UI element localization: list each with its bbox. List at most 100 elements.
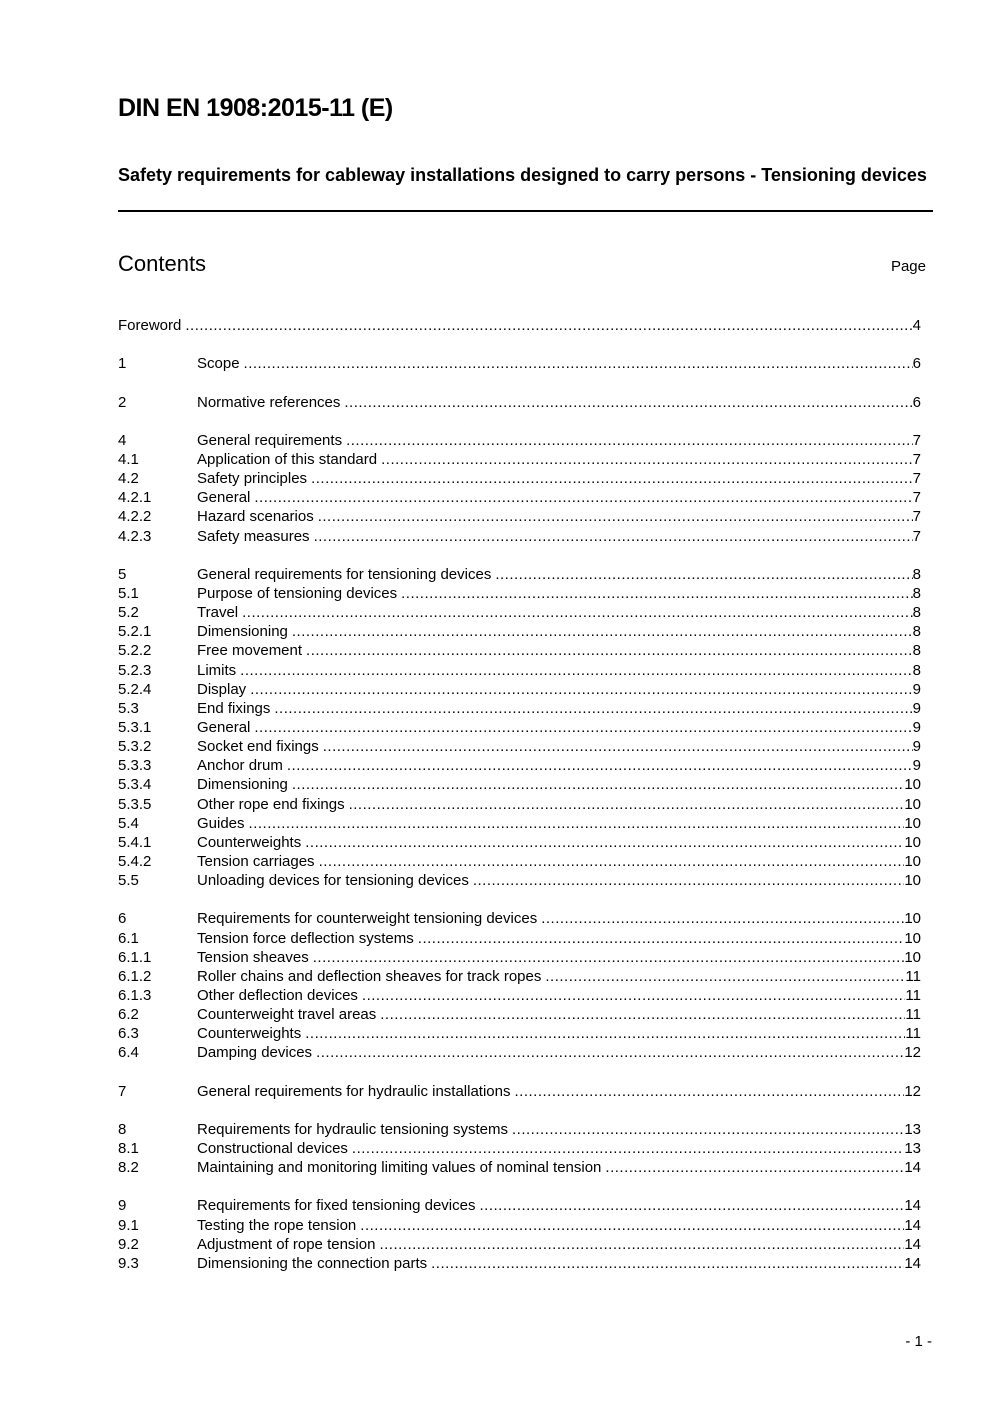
toc-entry[interactable]: 5.4.1 Counterweights 10	[118, 833, 921, 852]
toc-title[interactable]: Travel	[197, 604, 239, 622]
toc-title[interactable]: End fixings	[197, 699, 271, 717]
toc-entry[interactable]: 5.2.4 Display 9	[118, 680, 921, 699]
dot-leader	[242, 603, 913, 622]
toc-title[interactable]: Counterweights	[197, 833, 302, 851]
toc-title[interactable]: Application of this standard	[197, 450, 378, 468]
toc-title[interactable]: Tension force deflection systems	[197, 929, 414, 947]
toc-title[interactable]: Foreword	[118, 317, 182, 334]
toc-entry[interactable]: 6.1.3 Other deflection devices 11	[118, 986, 921, 1005]
toc-entry[interactable]: 5.3.5 Other rope end fixings 10	[118, 795, 921, 814]
toc-number: 5.3.2	[118, 738, 152, 756]
toc-title[interactable]: General requirements	[197, 431, 343, 449]
toc-entry[interactable]: 5.3 End fixings 9	[118, 699, 921, 718]
toc-page: 7	[912, 470, 921, 488]
toc-entry[interactable]: 5.4.2 Tension carriages 10	[118, 852, 921, 871]
toc-title[interactable]: Free movement	[197, 642, 303, 660]
toc-entry[interactable]: 4.2.3 Safety measures 7	[118, 527, 921, 546]
toc-title[interactable]: Damping devices	[197, 1044, 313, 1062]
toc-entry[interactable]: 6.2 Counterweight travel areas 11	[118, 1005, 921, 1024]
toc-title[interactable]: Scope	[197, 355, 240, 373]
toc-entry[interactable]: 1 Scope 6	[118, 354, 921, 373]
toc-title[interactable]: Anchor drum	[197, 757, 283, 775]
toc-entry[interactable]: 6.1.2 Roller chains and deflection sheave…	[118, 967, 921, 986]
toc-title[interactable]: Adjustment of rope tension	[197, 1235, 376, 1253]
toc-number: 2	[118, 393, 127, 411]
toc-title[interactable]: Dimensioning	[197, 623, 288, 641]
toc-title[interactable]: Requirements for hydraulic tensioning sy…	[197, 1120, 508, 1138]
toc-entry[interactable]: 9.2 Adjustment of rope tension 14	[118, 1235, 921, 1254]
toc-title[interactable]: Requirements for fixed tensioning device…	[197, 1197, 476, 1215]
toc-page: 7	[912, 489, 921, 507]
dot-leader	[380, 1005, 905, 1024]
toc-title[interactable]: Unloading devices for tensioning devices	[197, 872, 469, 890]
toc-entry[interactable]: 5.1 Purpose of tensioning devices 8	[118, 584, 921, 603]
toc-entry[interactable]: 8 Requirements for hydraulic tensioning s…	[118, 1120, 921, 1139]
toc-title[interactable]: Roller chains and deflection sheaves for…	[197, 967, 542, 985]
toc-entry[interactable]: 5.3.3 Anchor drum 9	[118, 756, 921, 775]
toc-entry[interactable]: 4.2.1 General 7	[118, 488, 921, 507]
toc-title[interactable]: Safety principles	[197, 470, 308, 488]
toc-title[interactable]: Socket end fixings	[197, 738, 319, 756]
toc-title[interactable]: Testing the rope tension	[197, 1216, 357, 1234]
toc-title[interactable]: Counterweights	[197, 1025, 302, 1043]
toc-title[interactable]: Dimensioning the connection parts	[197, 1254, 428, 1272]
toc-title[interactable]: Constructional devices	[197, 1140, 348, 1158]
toc-number: 6	[118, 910, 127, 928]
toc-page: 10	[904, 929, 921, 947]
toc-entry[interactable]: 5.3.4 Dimensioning 10	[118, 775, 921, 794]
toc-title[interactable]: General	[197, 489, 251, 507]
toc-entry[interactable]: 6 Requirements for counterweight tensioni…	[118, 909, 921, 928]
toc-page: 11	[905, 986, 921, 1004]
toc-entry[interactable]: 5 General requirements for tensioning dev…	[118, 565, 921, 584]
toc-page: 11	[905, 967, 921, 985]
toc-title[interactable]: Requirements for counterweight tensionin…	[197, 910, 538, 928]
toc-title[interactable]: Safety measures	[197, 527, 310, 545]
toc-entry[interactable]: 9 Requirements for fixed tensioning devic…	[118, 1196, 921, 1215]
toc-entry[interactable]: 2 Normative references 6	[118, 393, 921, 412]
toc-entry[interactable]: 6.1.1 Tension sheaves 10	[118, 948, 921, 967]
toc-title[interactable]: Tension carriages	[197, 852, 315, 870]
toc-entry[interactable]: 5.2.2 Free movement 8	[118, 641, 921, 660]
toc-title[interactable]: Normative references	[197, 393, 341, 411]
toc-entry[interactable]: 4.1 Application of this standard 7	[118, 450, 921, 469]
toc-title[interactable]: Limits	[197, 661, 237, 679]
toc-title[interactable]: Tension sheaves	[197, 948, 309, 966]
toc-title[interactable]: Display	[197, 680, 247, 698]
toc-number: 6.1.3	[118, 986, 152, 1004]
toc-title[interactable]: General requirements for tensioning devi…	[197, 565, 492, 583]
toc-entry[interactable]: 8.1 Constructional devices 13	[118, 1139, 921, 1158]
toc-entry[interactable]: 5.5 Unloading devices for tensioning devi…	[118, 871, 921, 890]
toc-title[interactable]: Dimensioning	[197, 776, 288, 794]
toc-title[interactable]: Other rope end fixings	[197, 795, 345, 813]
toc-entry[interactable]: 6.3 Counterweights 11	[118, 1024, 921, 1043]
toc-page: 4	[912, 317, 921, 334]
toc-title[interactable]: General	[197, 718, 251, 736]
toc-entry[interactable]: 5.3.2 Socket end fixings 9	[118, 737, 921, 756]
toc-entry[interactable]: 4.2 Safety principles 7	[118, 469, 921, 488]
toc-title[interactable]: General requirements for hydraulic insta…	[197, 1082, 511, 1100]
group-spacer	[118, 335, 921, 354]
toc-entry[interactable]: 5.2.3 Limits 8	[118, 661, 921, 680]
toc-page: 10	[904, 872, 921, 890]
toc-title[interactable]: Maintaining and monitoring limiting valu…	[197, 1159, 602, 1177]
toc-title[interactable]: Hazard scenarios	[197, 508, 314, 526]
toc-entry[interactable]: 4 General requirements 7	[118, 431, 921, 450]
toc-entry[interactable]: 6.1 Tension force deflection systems 10	[118, 929, 921, 948]
toc-entry[interactable]: 5.2.1 Dimensioning 8	[118, 622, 921, 641]
toc-entry[interactable]: Foreword 4	[118, 316, 921, 335]
toc-title[interactable]: Guides	[197, 814, 245, 832]
toc-title[interactable]: Counterweight travel areas	[197, 1006, 377, 1024]
toc-entry[interactable]: 6.4 Damping devices 12	[118, 1043, 921, 1062]
toc-entry[interactable]: 9.1 Testing the rope tension 14	[118, 1216, 921, 1235]
group-spacer	[118, 1101, 921, 1120]
toc-title[interactable]: Purpose of tensioning devices	[197, 584, 398, 602]
toc-entry[interactable]: 5.4 Guides 10	[118, 814, 921, 833]
toc-entry[interactable]: 5.2 Travel 8	[118, 603, 921, 622]
toc-entry[interactable]: 8.2 Maintaining and monitoring limiting v…	[118, 1158, 921, 1177]
toc-entry[interactable]: 4.2.2 Hazard scenarios 7	[118, 507, 921, 526]
toc-entry[interactable]: 7 General requirements for hydraulic inst…	[118, 1082, 921, 1101]
toc-entry[interactable]: 5.3.1 General 9	[118, 718, 921, 737]
toc-title[interactable]: Other deflection devices	[197, 986, 358, 1004]
toc-entry[interactable]: 9.3 Dimensioning the connection parts 14	[118, 1254, 921, 1273]
toc-number: 4	[118, 431, 127, 449]
